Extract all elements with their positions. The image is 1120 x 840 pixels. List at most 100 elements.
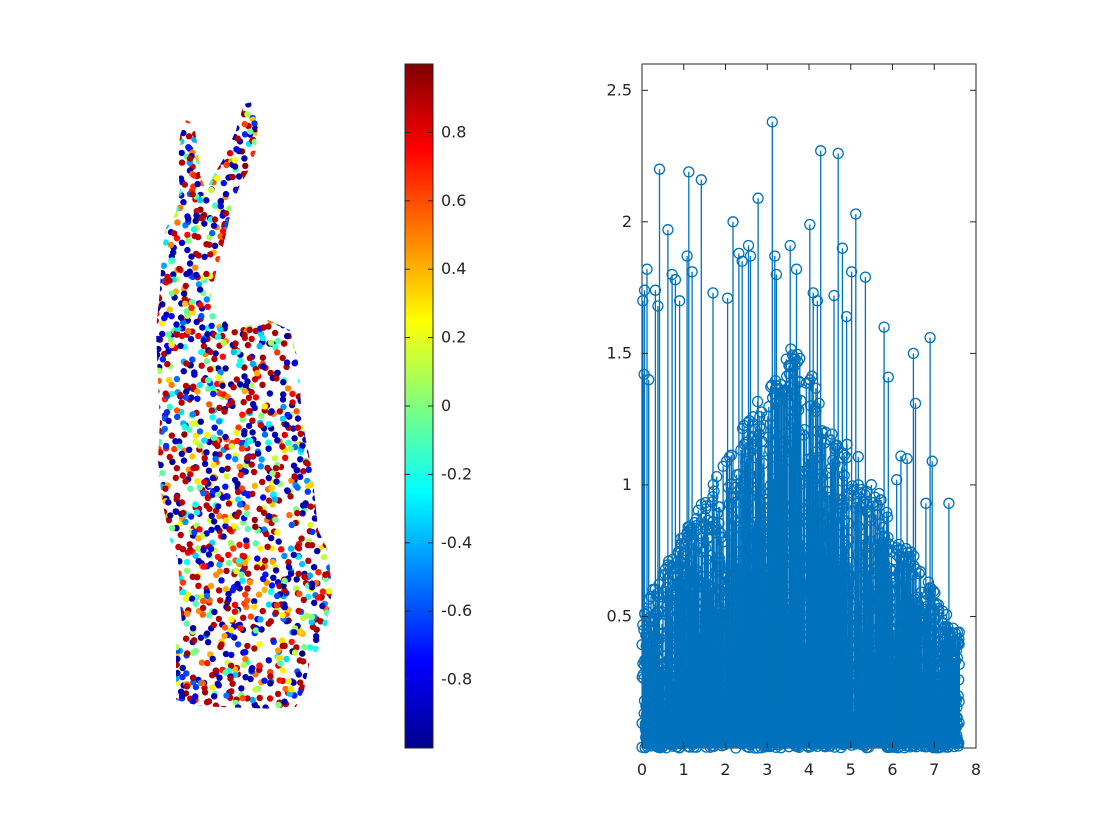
cloud-point bbox=[165, 150, 172, 158]
cloud-point bbox=[248, 666, 255, 673]
cloud-point bbox=[326, 377, 332, 385]
cloud-point bbox=[261, 431, 269, 438]
cloud-point bbox=[192, 552, 199, 559]
cloud-point bbox=[180, 102, 188, 106]
cloud-point bbox=[299, 102, 307, 107]
cloud-point bbox=[222, 517, 230, 524]
cloud-point bbox=[304, 244, 312, 251]
cloud-point bbox=[249, 186, 256, 193]
cloud-point bbox=[330, 686, 332, 693]
cloud-point bbox=[209, 655, 216, 663]
cloud-point bbox=[159, 356, 167, 363]
cloud-point bbox=[161, 314, 168, 322]
cloud-point bbox=[325, 282, 332, 289]
cloud-point bbox=[156, 479, 161, 486]
cloud-point bbox=[166, 453, 173, 461]
cloud-point bbox=[224, 247, 232, 255]
cloud-point bbox=[215, 587, 223, 594]
cloud-point bbox=[318, 462, 326, 470]
cloud-point bbox=[214, 442, 221, 450]
cloud-point bbox=[244, 341, 252, 349]
cloud-point bbox=[194, 478, 201, 485]
cloud-point bbox=[222, 190, 230, 198]
cloud-point bbox=[244, 111, 251, 118]
cloud-point bbox=[167, 698, 174, 706]
cloud-point bbox=[328, 416, 332, 424]
cloud-point bbox=[264, 464, 271, 472]
cloud-point bbox=[307, 662, 315, 669]
cloud-point bbox=[224, 605, 231, 612]
cloud-point bbox=[301, 227, 309, 234]
cloud-point bbox=[280, 210, 287, 217]
cloud-point bbox=[301, 303, 308, 310]
cloud-point bbox=[156, 698, 163, 706]
cloud-point bbox=[257, 616, 264, 623]
cloud-point bbox=[161, 208, 168, 215]
cloud-point bbox=[240, 230, 247, 237]
cloud-point bbox=[307, 260, 314, 268]
cloud-point bbox=[200, 343, 208, 350]
cloud-point bbox=[212, 283, 220, 291]
cloud-point bbox=[204, 639, 212, 646]
cloud-point bbox=[238, 272, 246, 279]
cloud-point bbox=[176, 701, 183, 709]
cloud-point bbox=[286, 232, 293, 239]
cloud-point bbox=[272, 308, 280, 315]
cloud-point bbox=[281, 431, 288, 439]
cloud-point bbox=[172, 141, 179, 148]
cloud-point bbox=[170, 162, 177, 169]
cloud-point bbox=[290, 187, 298, 194]
cloud-point bbox=[199, 127, 207, 134]
cloud-point bbox=[296, 473, 304, 480]
cloud-point bbox=[316, 328, 324, 335]
cloud-point bbox=[323, 499, 330, 507]
cloud-point bbox=[326, 365, 332, 373]
cloud-point bbox=[264, 197, 272, 204]
cloud-point bbox=[212, 455, 219, 463]
cloud-point bbox=[316, 152, 324, 159]
cloud-point bbox=[256, 640, 263, 648]
cloud-point bbox=[210, 461, 217, 468]
cloud-point bbox=[196, 705, 204, 709]
cloud-point bbox=[251, 482, 258, 489]
cloud-point bbox=[331, 364, 332, 371]
cloud-point bbox=[156, 238, 162, 245]
cloud-point bbox=[275, 701, 282, 709]
cloud-point bbox=[159, 301, 166, 308]
cloud-point bbox=[270, 174, 277, 182]
cloud-point bbox=[291, 287, 298, 295]
cloud-point bbox=[188, 253, 195, 260]
cloud-point bbox=[325, 221, 332, 229]
cloud-point bbox=[166, 277, 173, 284]
cloud-point bbox=[320, 473, 327, 481]
cloud-point bbox=[210, 138, 217, 145]
cloud-point bbox=[217, 198, 224, 206]
cloud-point bbox=[270, 491, 277, 498]
cloud-point bbox=[197, 348, 205, 356]
cloud-point bbox=[242, 656, 249, 663]
cloud-point bbox=[164, 552, 171, 559]
cloud-point bbox=[319, 602, 326, 610]
cloud-point bbox=[293, 338, 300, 346]
cloud-point bbox=[248, 335, 255, 343]
cloud-point bbox=[308, 169, 315, 176]
cloud-point bbox=[296, 105, 303, 113]
cloud-point bbox=[268, 133, 276, 140]
cloud-point bbox=[329, 430, 332, 438]
cloud-point bbox=[328, 338, 332, 345]
cloud-point bbox=[304, 168, 312, 175]
cloud-point bbox=[192, 130, 199, 138]
cloud-point bbox=[189, 411, 197, 418]
cloud-point bbox=[305, 379, 312, 386]
cloud-point bbox=[306, 687, 314, 695]
cloud-point bbox=[274, 369, 281, 376]
cloud-point bbox=[228, 217, 235, 224]
cloud-point bbox=[298, 208, 305, 215]
cloud-point bbox=[175, 605, 182, 612]
cloud-point bbox=[251, 376, 259, 383]
cloud-point bbox=[255, 263, 262, 270]
cloud-point bbox=[232, 456, 239, 463]
cloud-point bbox=[231, 608, 239, 615]
cloud-point bbox=[263, 310, 270, 318]
cloud-point bbox=[222, 303, 229, 310]
